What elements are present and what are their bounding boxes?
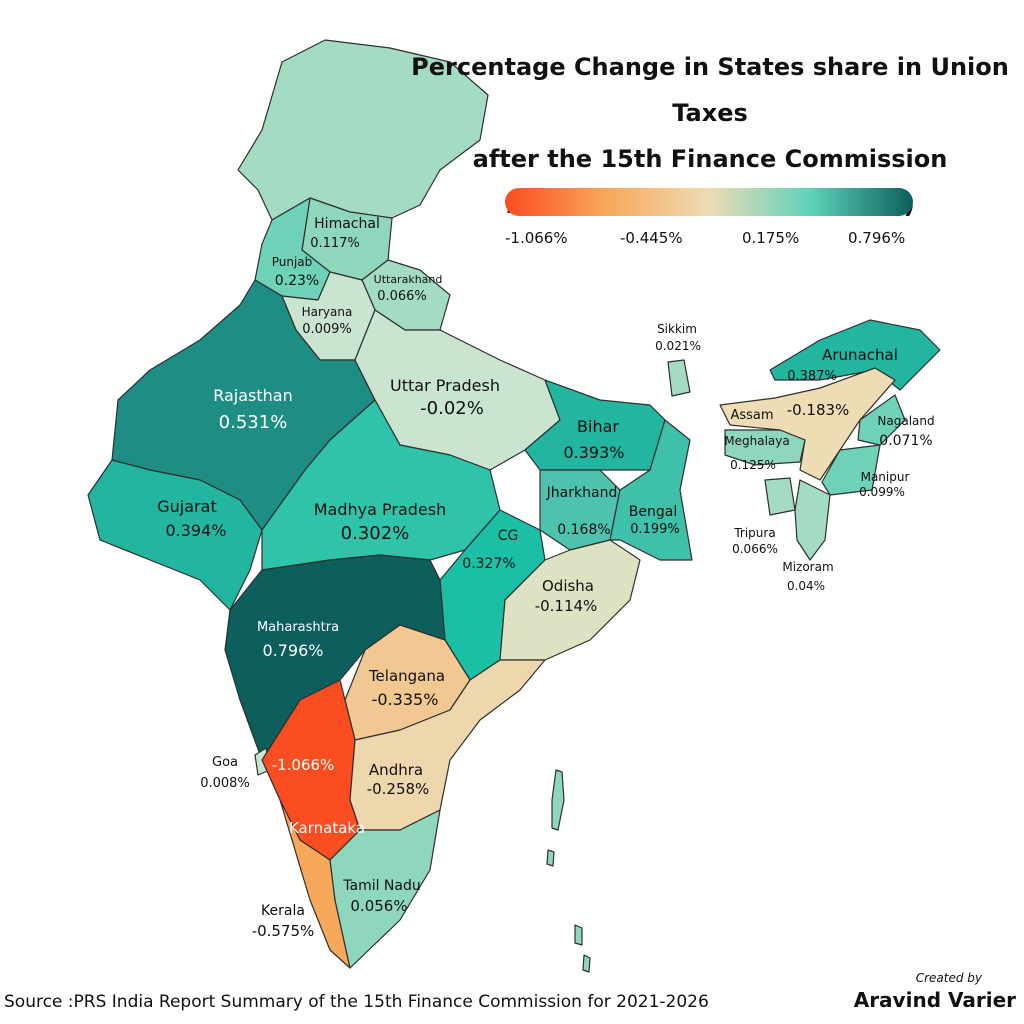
state-arunachal-pradesh — [769, 319, 941, 391]
state-tripura — [764, 477, 796, 516]
label-tripura-value: 0.066% — [732, 542, 778, 556]
label-assam-name: Assam — [730, 408, 773, 423]
label-rajasthan-name: Rajasthan — [213, 386, 293, 405]
label-gujarat-value: 0.394% — [165, 521, 226, 540]
title-line-1: Percentage Change in States share in Uni… — [411, 53, 1009, 127]
state-meghalaya — [724, 429, 806, 466]
label-gujarat-name: Gujarat — [157, 497, 216, 516]
label-punjab-name: Punjab — [272, 255, 313, 269]
state-tamil-nadu — [329, 809, 441, 969]
credit-author: Aravind Varier — [853, 988, 1016, 1012]
label-mp-value: 0.302% — [341, 523, 410, 544]
label-odisha-name: Odisha — [542, 577, 594, 595]
state-nagaland — [857, 394, 906, 446]
label-nagaland-name: Nagaland — [877, 414, 934, 428]
label-bihar-value: 0.393% — [563, 443, 624, 462]
labels: Himachal 0.117% Punjab 0.23% Uttarakhand… — [157, 216, 934, 940]
label-andhra-name: Andhra — [369, 761, 423, 779]
label-tamilnadu-value: 0.056% — [350, 897, 407, 915]
label-bengal-value: 0.199% — [630, 522, 680, 537]
label-himachal-name: Himachal — [314, 216, 380, 232]
label-goa-value: 0.008% — [200, 776, 250, 791]
label-up-name: Uttar Pradesh — [390, 376, 500, 395]
legend-tick-3: 0.175% — [742, 229, 800, 247]
label-manipur-value: 0.099% — [859, 485, 905, 499]
label-telangana-value: -0.335% — [372, 690, 439, 709]
legend-color-scale — [505, 188, 913, 216]
label-maharashtra-value: 0.796% — [262, 641, 323, 660]
label-jharkhand-name: Jharkhand — [546, 485, 618, 501]
islands-andaman-nicobar — [546, 769, 591, 973]
label-mizoram-name: Mizoram — [782, 560, 833, 574]
state-jharkhand — [539, 469, 621, 551]
label-cg-name: CG — [498, 528, 519, 544]
label-kerala-name: Kerala — [261, 903, 305, 919]
label-mp-name: Madhya Pradesh — [314, 500, 447, 519]
state-sikkim — [667, 359, 691, 397]
label-rajasthan-value: 0.531% — [219, 412, 288, 433]
state-bihar — [524, 379, 666, 471]
label-sikkim-value: 0.021% — [655, 339, 701, 353]
label-meghalaya-value: 0.125% — [730, 458, 776, 472]
legend-tick-2: -0.445% — [620, 229, 683, 247]
state-west-bengal — [609, 419, 693, 561]
label-maharashtra-name: Maharashtra — [257, 620, 339, 635]
label-uttarakhand-name: Uttarakhand — [374, 273, 443, 286]
label-manipur-name: Manipur — [861, 470, 910, 484]
label-mizoram-value: 0.04% — [787, 579, 825, 593]
label-cg-value: 0.327% — [462, 556, 515, 572]
title-line-2: after the 15th Finance Commission — [472, 145, 948, 173]
label-karnataka-name: Karnataka — [289, 819, 365, 837]
label-arunachal-name: Arunachal — [822, 346, 898, 364]
label-sikkim-name: Sikkim — [657, 322, 697, 336]
label-tripura-name: Tripura — [733, 526, 775, 540]
state-mizoram — [794, 479, 831, 561]
label-uttarakhand-value: 0.066% — [377, 289, 427, 304]
label-haryana-name: Haryana — [302, 305, 353, 319]
label-tamilnadu-name: Tamil Nadu — [342, 878, 421, 894]
label-assam-value: -0.183% — [787, 401, 850, 419]
label-goa-name: Goa — [212, 755, 238, 770]
label-jharkhand-value: 0.168% — [557, 522, 610, 538]
label-kerala-value: -0.575% — [252, 922, 315, 940]
label-nagaland-value: 0.071% — [879, 433, 932, 449]
label-meghalaya-name: Meghalaya — [724, 434, 789, 448]
state-jammu-kashmir-ladakh — [237, 39, 489, 221]
label-telangana-name: Telangana — [368, 667, 445, 685]
state-manipur — [821, 444, 881, 496]
label-bihar-name: Bihar — [577, 417, 619, 436]
label-himachal-value: 0.117% — [310, 236, 360, 251]
label-bengal-name: Bengal — [629, 504, 677, 520]
state-gujarat — [87, 459, 263, 611]
credit-label: Created by — [915, 971, 982, 985]
label-punjab-value: 0.23% — [275, 273, 319, 289]
legend-tick-1: -1.066% — [505, 229, 568, 247]
label-odisha-value: -0.114% — [535, 597, 598, 615]
legend-tick-4: 0.796% — [848, 229, 906, 247]
label-karnataka-value: -1.066% — [272, 756, 335, 774]
label-up-value: -0.02% — [420, 398, 484, 419]
label-haryana-value: 0.009% — [302, 322, 352, 337]
label-andhra-value: -0.258% — [367, 780, 430, 798]
source-note: Source :PRS India Report Summary of the … — [4, 992, 709, 1012]
label-arunachal-value: 0.387% — [787, 369, 837, 384]
